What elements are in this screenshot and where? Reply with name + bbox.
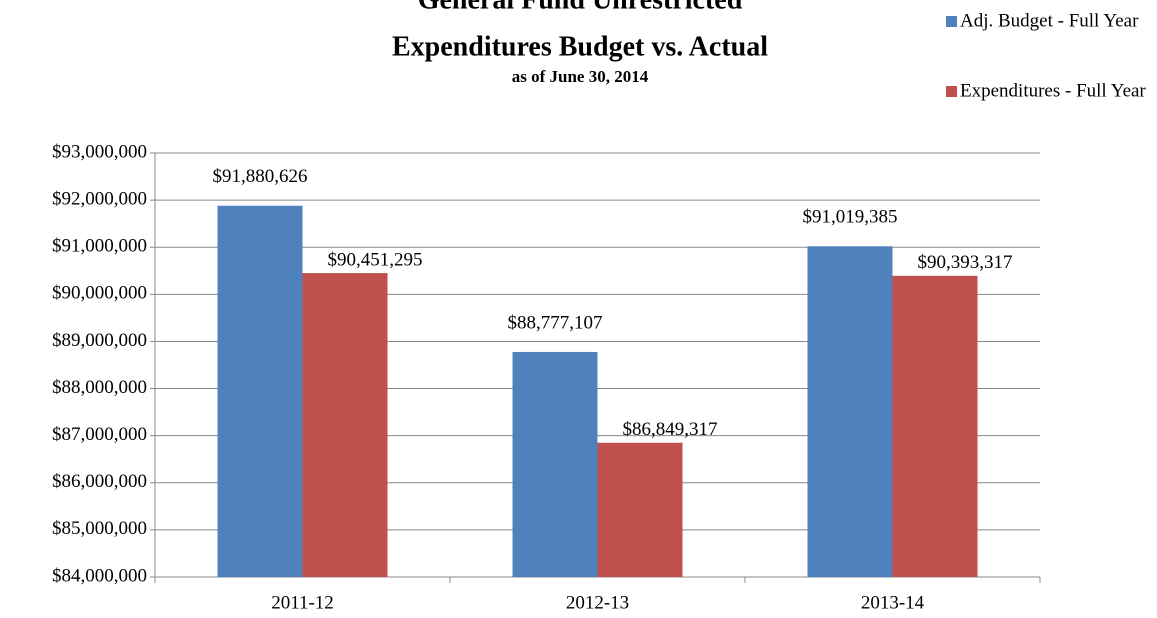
chart-note: as of June 30, 2014 — [512, 67, 649, 86]
y-tick-label: $93,000,000 — [52, 141, 147, 162]
y-tick-label: $87,000,000 — [52, 424, 147, 445]
legend-swatch — [946, 16, 957, 27]
x-tick-label: 2011-12 — [271, 592, 334, 613]
value-label: $91,019,385 — [803, 207, 898, 228]
y-tick-label: $88,000,000 — [52, 377, 147, 398]
value-label: $90,393,317 — [918, 252, 1013, 273]
bar — [302, 273, 388, 577]
value-label: $91,880,626 — [213, 166, 308, 187]
bar — [597, 442, 683, 577]
y-tick-label: $89,000,000 — [52, 330, 147, 351]
bar — [217, 205, 303, 577]
value-label: $90,451,295 — [328, 249, 423, 270]
chart-subtitle: Expenditures Budget vs. Actual — [392, 31, 768, 62]
y-tick-label: $86,000,000 — [52, 471, 147, 492]
y-tick-label: $92,000,000 — [52, 188, 147, 209]
x-tick-label: 2013-14 — [861, 592, 925, 613]
legend-label: Expenditures - Full Year — [960, 80, 1146, 101]
y-tick-label: $84,000,000 — [52, 565, 147, 586]
chart-title: General Fund Unrestricted — [418, 0, 743, 15]
value-label: $88,777,107 — [508, 312, 603, 333]
bar — [512, 351, 598, 577]
legend-swatch — [946, 86, 957, 97]
bar — [807, 246, 893, 578]
value-label: $86,849,317 — [623, 419, 718, 440]
x-tick-label: 2012-13 — [566, 592, 629, 613]
y-tick-label: $90,000,000 — [52, 283, 147, 304]
y-tick-label: $85,000,000 — [52, 518, 147, 539]
legend-label: Adj. Budget - Full Year — [960, 10, 1139, 31]
bar — [892, 275, 978, 577]
y-tick-label: $91,000,000 — [52, 236, 147, 257]
